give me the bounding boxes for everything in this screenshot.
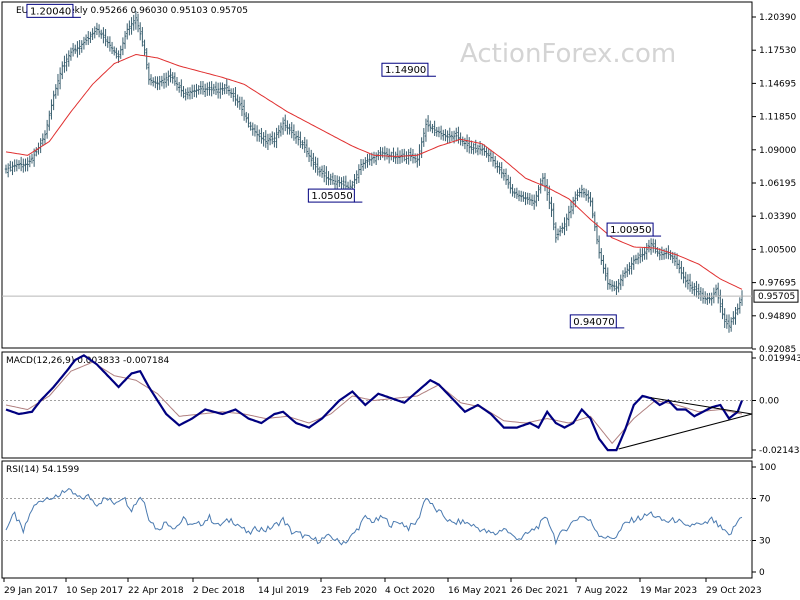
- x-tick-label: 2 Dec 2018: [193, 586, 245, 596]
- x-tick-label: 7 Aug 2022: [576, 586, 628, 596]
- annotation-box: [307, 188, 355, 203]
- rsi-y-tick-label: 0: [759, 568, 765, 578]
- price-annotation: 0.94070: [569, 314, 625, 329]
- rsi-header: RSI(14) 54.1599: [6, 465, 79, 475]
- price-y-tick-label: 0.97695: [759, 279, 796, 289]
- annotation-label: 1.00950: [610, 225, 651, 236]
- annotation-box: [569, 314, 617, 329]
- rsi-y-tick-label: 100: [759, 463, 776, 473]
- price-annotation: 1.14900: [381, 62, 436, 77]
- x-tick-label: 4 Oct 2020: [385, 586, 435, 596]
- annotation-box: [606, 222, 654, 237]
- macd-y-tick-label: 0.019943: [759, 354, 800, 364]
- price-y-tick-label: 1.17530: [759, 46, 796, 56]
- last-price-label: 0.95705: [758, 292, 795, 302]
- price-annotation: 1.20040: [26, 3, 81, 18]
- price-bars: [4, 11, 744, 333]
- annotation-label: 1.20040: [30, 6, 71, 17]
- price-annotation: 1.05050: [307, 188, 363, 203]
- x-tick-label: 22 Apr 2018: [128, 586, 184, 596]
- price-y-tick-label: 1.06195: [759, 179, 796, 189]
- annotation-box: [26, 3, 74, 18]
- annotation-label: 1.14900: [385, 65, 426, 76]
- rsi-line: [5, 488, 743, 546]
- macd-trendline: [651, 397, 753, 415]
- price-y-tick-label: 1.03390: [759, 212, 796, 222]
- x-tick-label: 14 Jul 2019: [258, 586, 309, 596]
- rsi-y-tick-label: 30: [759, 537, 771, 547]
- x-tick-label: 26 Dec 2021: [511, 586, 569, 596]
- rsi-y-tick-label: 70: [759, 495, 771, 505]
- price-y-tick-label: 0.92085: [759, 345, 796, 355]
- x-tick-label: 19 Mar 2023: [640, 586, 697, 596]
- macd-header: MACD(12,26,9) 0.003833 -0.007184: [6, 356, 169, 366]
- price-y-tick-label: 1.00500: [759, 245, 796, 255]
- watermark: ActionForex.com: [460, 39, 676, 69]
- price-y-tick-label: 1.20390: [759, 13, 796, 23]
- price-annotation: 1.00950: [606, 222, 662, 237]
- price-y-tick-label: 1.14695: [759, 79, 796, 89]
- price-y-tick-label: 1.11850: [759, 113, 796, 123]
- annotation-label: 0.94070: [573, 317, 614, 328]
- x-tick-label: 23 Feb 2020: [321, 586, 377, 596]
- x-tick-label: 29 Jan 2017: [4, 586, 58, 596]
- macd-trendline: [618, 413, 753, 450]
- macd-signal-line: [5, 361, 743, 445]
- x-tick-label: 16 May 2021: [448, 586, 507, 596]
- macd-y-tick-label: 0.00: [759, 396, 779, 406]
- macd-panel-frame: [1, 351, 753, 459]
- price-y-tick-label: 0.94890: [759, 312, 796, 322]
- annotation-box: [381, 62, 429, 77]
- x-tick-label: 10 Sep 2017: [66, 586, 123, 596]
- moving-average-line: [5, 53, 743, 290]
- annotation-label: 1.05050: [311, 191, 352, 202]
- macd-line: [5, 354, 744, 452]
- price-header: EURCHF,Weekly 0.95266 0.96030 0.95103 0.…: [16, 6, 248, 16]
- macd-y-tick-label: -0.021434: [759, 446, 800, 456]
- last-price-box: [753, 289, 799, 303]
- x-tick-label: 29 Oct 2023: [706, 586, 762, 596]
- price-panel-frame: [1, 1, 753, 349]
- price-y-tick-label: 1.09000: [759, 146, 796, 156]
